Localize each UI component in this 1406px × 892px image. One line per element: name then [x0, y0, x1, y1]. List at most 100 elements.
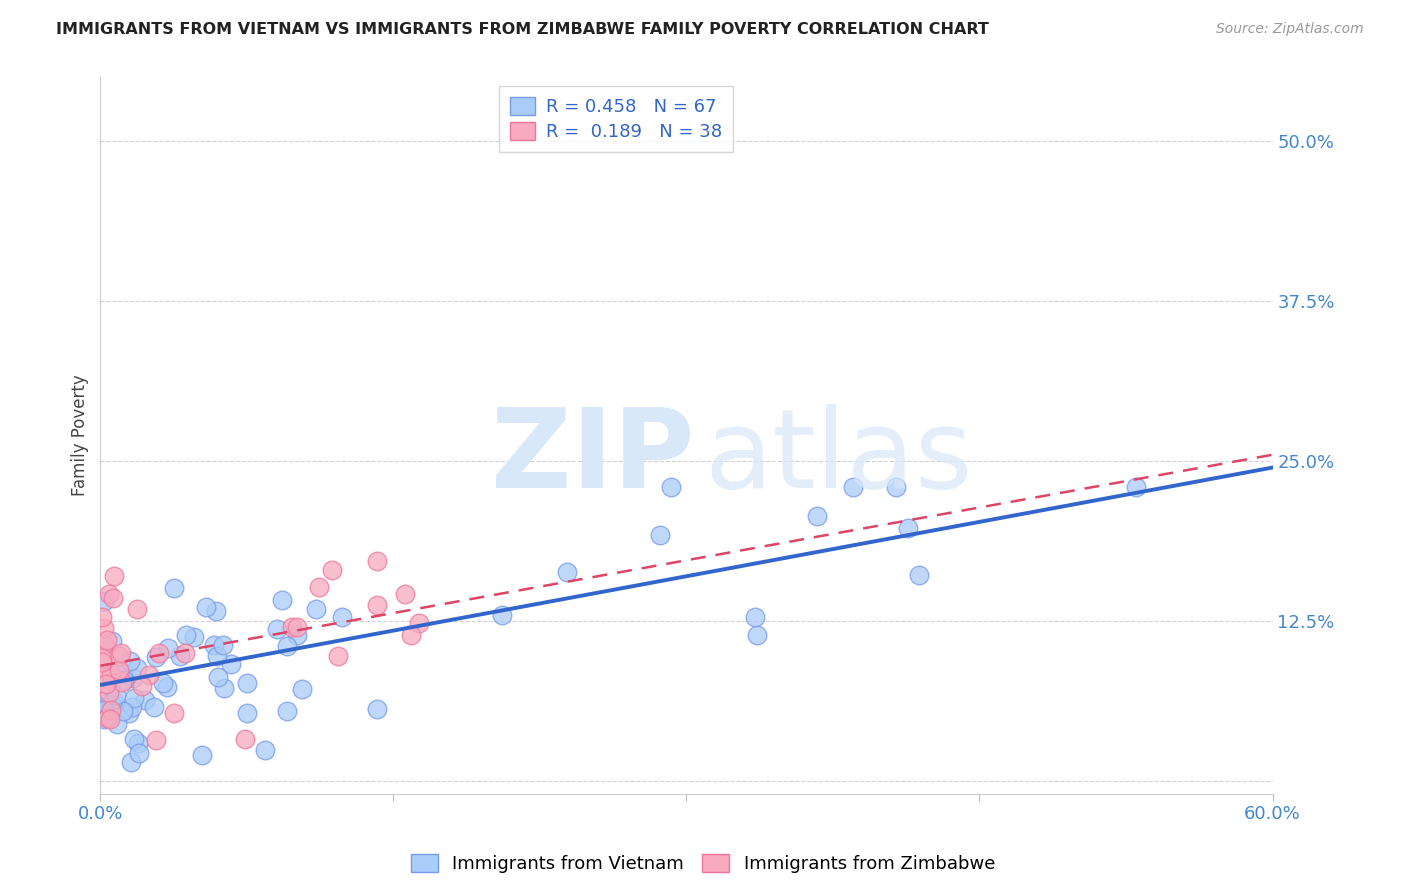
Point: [207, 648, 229, 663]
Text: atlas: atlas: [704, 403, 973, 510]
Point: [118, 655, 141, 669]
Point: [98, 686, 121, 700]
Point: [148, 646, 170, 660]
Point: [100, 668, 122, 682]
Point: [122, 671, 145, 685]
Point: [96, 698, 118, 713]
Point: [128, 747, 150, 761]
Point: [110, 646, 132, 660]
Point: [332, 610, 354, 624]
Point: [285, 620, 308, 634]
Point: [131, 679, 153, 693]
Point: [281, 620, 304, 634]
Point: [107, 649, 129, 664]
Point: [270, 593, 292, 607]
Point: [366, 702, 388, 716]
Point: [202, 638, 225, 652]
Point: [304, 601, 326, 615]
Point: [842, 480, 865, 494]
Point: [285, 628, 308, 642]
Point: [112, 673, 135, 687]
Point: [157, 641, 180, 656]
Point: [93, 712, 115, 726]
Point: [236, 706, 259, 720]
Point: [366, 554, 388, 568]
Point: [145, 649, 167, 664]
Point: [112, 667, 135, 681]
Point: [100, 703, 122, 717]
Point: [162, 706, 184, 720]
Point: [122, 690, 145, 705]
Point: [366, 598, 388, 612]
Point: [659, 480, 682, 494]
Y-axis label: Family Poverty: Family Poverty: [72, 375, 89, 497]
Point: [97, 587, 120, 601]
Point: [191, 748, 214, 763]
Point: [321, 563, 343, 577]
Point: [290, 682, 312, 697]
Point: [134, 692, 156, 706]
Point: [91, 694, 114, 708]
Point: [219, 657, 242, 671]
Point: [169, 648, 191, 663]
Point: [93, 637, 115, 651]
Point: [897, 521, 920, 535]
Point: [650, 527, 672, 541]
Point: [96, 711, 118, 725]
Point: [103, 591, 125, 606]
Text: Source: ZipAtlas.com: Source: ZipAtlas.com: [1216, 22, 1364, 37]
Point: [233, 732, 256, 747]
Point: [253, 743, 276, 757]
Point: [744, 610, 766, 624]
Point: [212, 681, 235, 695]
Point: [96, 632, 118, 647]
Point: [125, 661, 148, 675]
Legend: R = 0.458   N = 67, R =  0.189   N = 38: R = 0.458 N = 67, R = 0.189 N = 38: [499, 87, 733, 152]
Point: [276, 640, 298, 654]
Point: [111, 704, 134, 718]
Point: [93, 594, 115, 608]
Point: [745, 628, 768, 642]
Text: ZIP: ZIP: [491, 403, 695, 510]
Point: [93, 621, 115, 635]
Point: [884, 480, 907, 494]
Point: [117, 706, 139, 720]
Point: [163, 581, 186, 595]
Point: [236, 676, 259, 690]
Point: [91, 609, 114, 624]
Point: [98, 712, 121, 726]
Point: [394, 587, 416, 601]
Point: [121, 699, 143, 714]
Point: [143, 699, 166, 714]
Point: [101, 693, 124, 707]
Point: [211, 638, 233, 652]
Point: [205, 604, 228, 618]
Text: IMMIGRANTS FROM VIETNAM VS IMMIGRANTS FROM ZIMBABWE FAMILY POVERTY CORRELATION C: IMMIGRANTS FROM VIETNAM VS IMMIGRANTS FR…: [56, 22, 988, 37]
Point: [276, 704, 298, 718]
Point: [120, 755, 142, 769]
Point: [401, 628, 423, 642]
Point: [101, 633, 124, 648]
Point: [124, 732, 146, 747]
Point: [91, 655, 114, 669]
Point: [138, 668, 160, 682]
Point: [908, 567, 931, 582]
Point: [94, 669, 117, 683]
Point: [207, 670, 229, 684]
Point: [174, 646, 197, 660]
Point: [94, 677, 117, 691]
Point: [491, 607, 513, 622]
Point: [183, 630, 205, 644]
Point: [326, 649, 349, 664]
Point: [194, 600, 217, 615]
Point: [105, 717, 128, 731]
Point: [266, 622, 288, 636]
Point: [100, 697, 122, 711]
Point: [555, 565, 578, 579]
Point: [111, 675, 134, 690]
Point: [152, 676, 174, 690]
Point: [127, 602, 149, 616]
Point: [806, 508, 828, 523]
Point: [108, 663, 131, 677]
Point: [308, 580, 330, 594]
